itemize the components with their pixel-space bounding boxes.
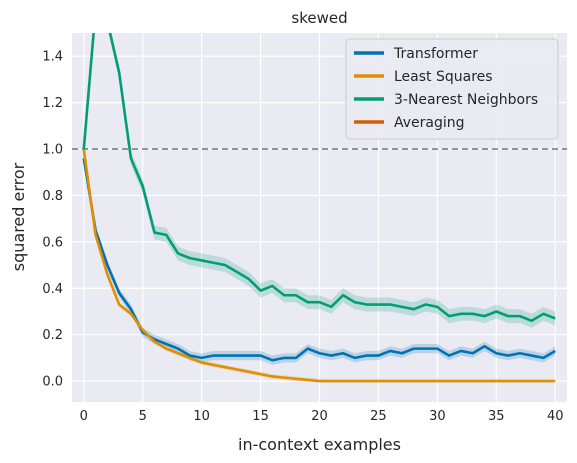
y-tick-label: 1.0 xyxy=(42,143,63,158)
x-tick-label: 20 xyxy=(311,409,328,424)
y-axis-label: squared error xyxy=(9,162,28,271)
legend-label: Transformer xyxy=(393,46,478,62)
legend-box xyxy=(345,38,559,140)
legend: Transformer Least Squares 3-Nearest Neighb… xyxy=(345,38,559,140)
x-tick-label: 10 xyxy=(193,409,210,424)
y-tick-label: 1.4 xyxy=(42,50,63,65)
x-tick-label: 40 xyxy=(547,409,564,424)
x-tick-label: 25 xyxy=(370,409,387,424)
x-tick-label: 30 xyxy=(429,409,446,424)
chart-title: skewed xyxy=(291,9,347,27)
y-tick-label: 0.0 xyxy=(42,375,63,390)
legend-label: 3-Nearest Neighbors xyxy=(394,92,538,108)
y-tick-label: 0.2 xyxy=(42,328,63,343)
confidence-bands xyxy=(83,33,556,382)
x-tick-label: 15 xyxy=(252,409,269,424)
y-tick-label: 0.8 xyxy=(42,189,63,204)
line-3-nearest-neighbors xyxy=(82,33,556,323)
x-axis-label: in-context examples xyxy=(238,435,401,454)
band-3-nearest-neighbors xyxy=(83,33,556,328)
x-tick-label: 5 xyxy=(139,409,147,424)
x-tick-label: 35 xyxy=(488,409,505,424)
y-tick-label: 0.6 xyxy=(42,235,63,250)
y-tick-labels: 0.0 0.2 0.4 0.6 0.8 1.0 1.2 1.4 xyxy=(42,50,63,390)
legend-label: Least Squares xyxy=(394,69,493,85)
series-lines xyxy=(82,33,556,383)
legend-label: Averaging xyxy=(394,115,465,131)
x-tick-labels: 0 5 10 15 20 25 30 35 40 xyxy=(80,409,564,424)
x-tick-label: 0 xyxy=(80,409,88,424)
line-least-squares xyxy=(82,148,556,383)
y-tick-label: 1.2 xyxy=(42,96,63,111)
y-tick-label: 0.4 xyxy=(42,282,63,297)
line-transformer xyxy=(82,158,556,362)
